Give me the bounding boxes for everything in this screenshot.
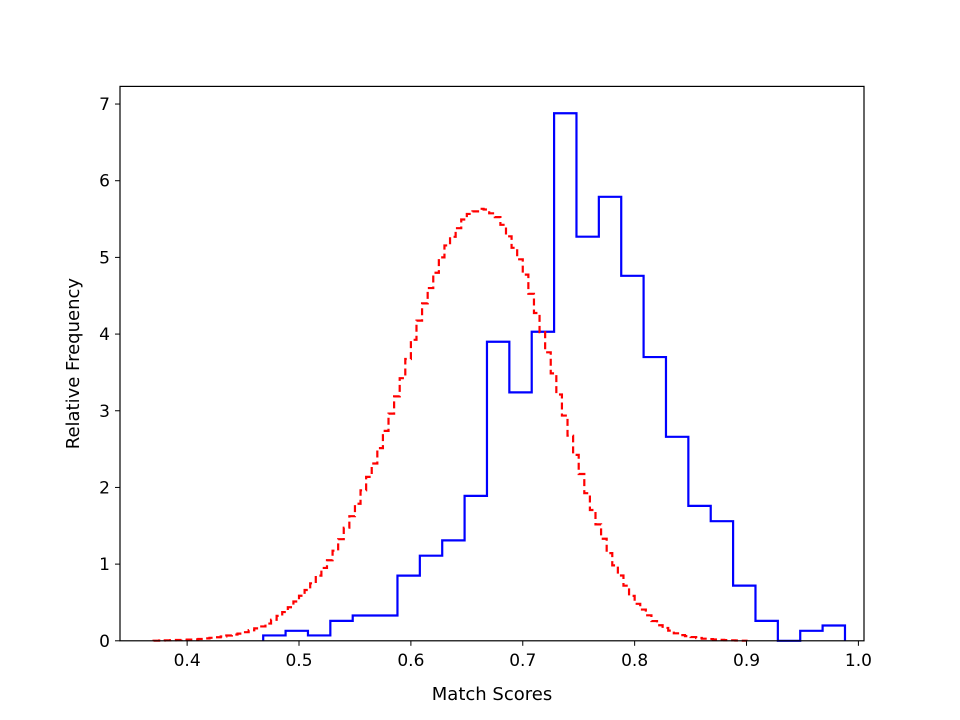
histogram-series-dashed	[152, 207, 748, 642]
y-tick-label: 6	[99, 172, 110, 192]
histogram-series-solid	[262, 112, 847, 642]
y-tick-label: 7	[99, 95, 110, 115]
x-tick-label: 0.8	[621, 651, 648, 671]
y-tick-label: 4	[99, 325, 110, 345]
axes-frame	[119, 85, 865, 642]
x-axis-label: Match Scores	[432, 684, 552, 705]
x-axis: 0.4 0.5 0.6 0.7 0.8 0.9 1.0	[174, 640, 872, 671]
x-tick-label: 1.0	[845, 651, 872, 671]
x-tick-label: 0.5	[285, 651, 312, 671]
y-tick-label: 0	[99, 632, 110, 652]
x-tick-label: 0.4	[174, 651, 201, 671]
x-tick-label: 0.7	[509, 651, 536, 671]
x-tick-label: 0.6	[397, 651, 424, 671]
y-tick-label: 2	[99, 478, 110, 498]
plot-area	[152, 112, 847, 642]
y-tick-label: 1	[99, 555, 110, 575]
y-axis: 0 1 2 3 4 5 6 7	[99, 95, 120, 652]
y-axis-label: Relative Frequency	[63, 278, 84, 450]
y-tick-label: 3	[99, 402, 110, 422]
x-tick-label: 0.9	[733, 651, 760, 671]
y-tick-label: 5	[99, 248, 110, 268]
